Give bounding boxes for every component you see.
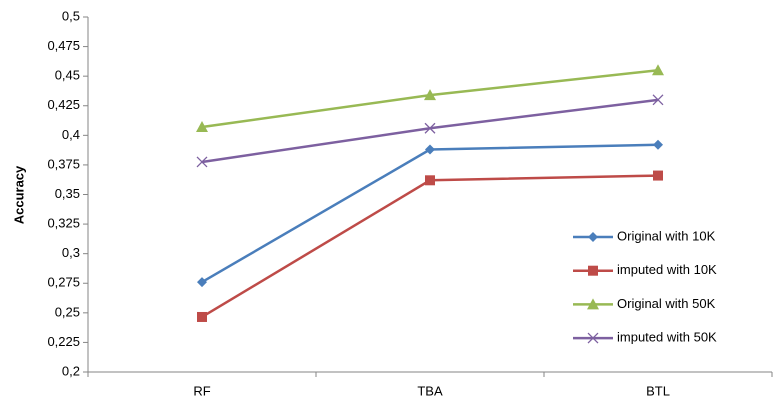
y-axis-label: Accuracy — [11, 165, 26, 224]
marker — [587, 332, 599, 344]
series-line — [201, 143, 659, 284]
y-tick-label: 0,35 — [55, 186, 80, 201]
marker — [587, 298, 599, 310]
y-tick-label: 0,45 — [55, 68, 80, 83]
y-tick-label: 0,425 — [47, 97, 80, 112]
legend-label: imputed with 10K — [617, 262, 717, 277]
marker — [424, 89, 436, 101]
y-tick-label: 0,275 — [47, 275, 80, 290]
marker — [588, 265, 598, 276]
marker — [196, 156, 208, 168]
x-tick-label: TBA — [417, 383, 443, 398]
marker — [653, 170, 663, 181]
marker — [425, 175, 435, 186]
marker — [196, 121, 208, 133]
marker — [652, 64, 664, 76]
y-tick-label: 0,475 — [47, 38, 80, 53]
legend-label: Original with 10K — [617, 228, 716, 243]
y-tick-label: 0,5 — [62, 8, 80, 23]
marker — [588, 232, 598, 242]
y-tick-label: 0,4 — [62, 127, 80, 142]
marker — [653, 139, 663, 150]
y-tick-label: 0,2 — [62, 363, 80, 378]
marker — [425, 144, 435, 155]
marker — [197, 311, 207, 322]
y-tick-label: 0,375 — [47, 156, 80, 171]
marker — [652, 94, 664, 106]
marker — [424, 122, 436, 134]
legend-label: imputed with 50K — [617, 330, 717, 345]
marker — [197, 277, 207, 288]
y-tick-label: 0,325 — [47, 216, 80, 231]
x-tick-label: RF — [193, 383, 210, 398]
y-tick-label: 0,25 — [55, 304, 80, 319]
legend-label: Original with 50K — [617, 296, 716, 311]
series-line — [201, 174, 659, 319]
x-tick-label: BTL — [646, 383, 670, 398]
y-tick-label: 0,3 — [62, 245, 80, 260]
y-tick-label: 0,225 — [47, 334, 80, 349]
